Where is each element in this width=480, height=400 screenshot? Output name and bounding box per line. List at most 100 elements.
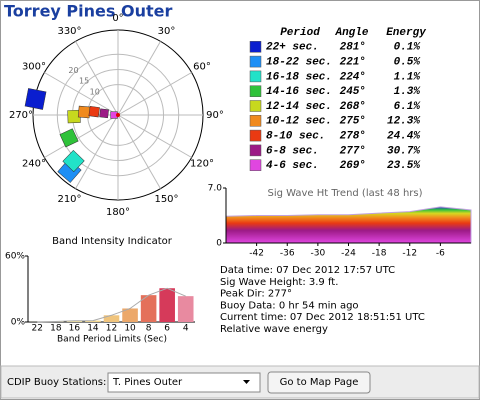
angle-value: 268° [340, 101, 366, 113]
angle-label: 180° [106, 207, 130, 218]
column-header: Energy [386, 27, 426, 39]
radial-label: 20 [68, 66, 78, 75]
x-tick-label: -30 [311, 249, 326, 259]
energy-value: 0.5% [394, 57, 422, 69]
legend-swatch [249, 41, 262, 53]
x-tick-label: -36 [280, 249, 295, 259]
info-line: Peak Dir: 277° [220, 289, 292, 300]
band-chart: Band Intensity Indicator 0% 60% 22 18 16 14 12 1… [5, 236, 195, 345]
band-bar [140, 295, 157, 322]
station-value[interactable]: T. Pines Outer [112, 377, 183, 388]
angle-label: 30° [158, 26, 176, 37]
band-square [24, 88, 47, 110]
angle-value: 281° [340, 42, 366, 54]
band-square [77, 105, 91, 119]
legend-swatch [249, 115, 262, 127]
period-label: 8-10 sec. [266, 131, 325, 143]
period-label: 18-22 sec. [266, 57, 332, 69]
trend-chart: Sig Wave Ht Trend (last 48 hrs) 0 7.0 -42 -3… [208, 184, 472, 259]
x-tick-label: 8 [146, 324, 152, 334]
period-label: 14-16 sec. [266, 86, 332, 98]
band-square [62, 149, 85, 173]
angle-label: 0° [112, 13, 123, 24]
y-tick-label: 7.0 [208, 184, 223, 194]
polar-spoke [44, 114, 119, 158]
band-square [88, 105, 100, 118]
legend-swatch [249, 129, 262, 142]
angle-value: 221° [340, 57, 366, 69]
angle-value: 269° [340, 160, 366, 172]
y-tick-label: 0% [11, 318, 26, 328]
band-line [37, 287, 186, 323]
angle-value: 275° [340, 116, 366, 128]
column-header: Angle [334, 27, 368, 39]
legend-swatch [249, 144, 262, 157]
info-line: Data time: 07 Dec 2012 17:57 UTC [220, 265, 395, 276]
energy-value: 1.1% [394, 71, 422, 83]
polar-spoke [117, 41, 161, 116]
polar-spoke [75, 114, 119, 189]
station-label: CDIP Buoy Stations: [7, 377, 106, 388]
legend-swatch [249, 159, 262, 171]
period-label: 10-12 sec. [266, 116, 332, 128]
polar-spoke [44, 72, 119, 116]
map-button-label[interactable]: Go to Map Page [280, 377, 359, 388]
x-axis-label: Band Period Limits (Sec) [57, 335, 167, 345]
energy-table: Period Angle Energy 22+ sec. 281° 0.1% 18-22 s… [249, 27, 426, 172]
band-bar [159, 288, 175, 322]
radial-label: 10 [90, 87, 100, 96]
polar-center [116, 113, 120, 117]
band-bar [177, 296, 194, 322]
x-tick-label: 16 [69, 324, 81, 334]
angle-value: 277° [340, 145, 366, 157]
band-bar [103, 315, 120, 322]
angle-label: 60° [193, 62, 211, 73]
trend-title: Sig Wave Ht Trend (last 48 hrs) [267, 188, 422, 199]
x-tick-label: 14 [87, 324, 99, 334]
angle-label: 150° [154, 194, 178, 205]
x-tick-label: -18 [372, 249, 387, 259]
x-tick-label: 12 [106, 324, 117, 334]
x-tick-label: 22 [32, 324, 43, 334]
energy-value: 24.4% [387, 131, 421, 143]
angle-label: 270° [9, 110, 33, 121]
x-tick-label: 6 [164, 324, 170, 334]
station-select[interactable] [107, 372, 261, 393]
x-tick-label: 4 [183, 324, 189, 334]
period-label: 6-8 sec. [266, 145, 319, 157]
x-tick-label: -6 [436, 249, 445, 259]
angle-label: 120° [190, 159, 214, 170]
column-header: Period [280, 27, 320, 39]
legend-swatch [249, 85, 262, 97]
radial-label: 15 [79, 77, 89, 86]
page-title: Torrey Pines Outer [4, 2, 172, 21]
dropdown-arrow[interactable] [243, 380, 250, 384]
angle-value: 278° [340, 131, 366, 143]
period-label: 12-14 sec. [266, 101, 332, 113]
polar-spoke [75, 41, 119, 116]
period-label: 4-6 sec. [266, 160, 319, 172]
band-bar [85, 320, 101, 322]
band-square [59, 128, 79, 148]
legend-swatch [249, 55, 262, 68]
band-square [99, 108, 109, 119]
period-label: 16-18 sec. [266, 71, 332, 83]
info-line: Sig Wave Height: 3.9 ft. [220, 277, 338, 288]
x-tick-label: 18 [50, 324, 62, 334]
polar-spoke [117, 114, 192, 158]
polar-spoke [117, 72, 192, 116]
map-button[interactable] [267, 371, 371, 394]
angle-value: 224° [340, 71, 366, 83]
period-label: 22+ sec. [266, 42, 319, 54]
energy-value: 23.5% [387, 160, 421, 172]
y-tick-label: 60% [5, 252, 25, 262]
energy-value: 0.1% [394, 42, 422, 54]
x-tick-label: -24 [341, 249, 356, 259]
x-tick-label: 10 [124, 324, 136, 334]
info-line: Buoy Data: 0 hr 54 min ago [220, 300, 359, 311]
info-line: Current time: 07 Dec 2012 18:51:51 UTC [220, 312, 425, 323]
